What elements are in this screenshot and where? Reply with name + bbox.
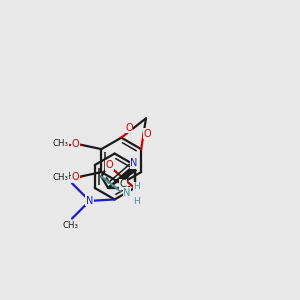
Text: CH₃: CH₃ (62, 220, 79, 230)
Text: CH₃: CH₃ (52, 139, 68, 148)
Text: CH₃: CH₃ (52, 173, 68, 182)
Text: N: N (124, 188, 131, 198)
Text: H: H (134, 182, 140, 191)
Text: CH₃: CH₃ (62, 172, 79, 181)
Text: N: N (86, 196, 93, 206)
Text: O: O (72, 139, 79, 149)
Text: C: C (120, 179, 126, 189)
Text: O: O (143, 129, 151, 139)
Text: O: O (106, 160, 113, 170)
Text: H: H (134, 197, 140, 206)
Text: O: O (72, 172, 79, 182)
Text: O: O (125, 122, 133, 133)
Text: N: N (130, 158, 137, 168)
